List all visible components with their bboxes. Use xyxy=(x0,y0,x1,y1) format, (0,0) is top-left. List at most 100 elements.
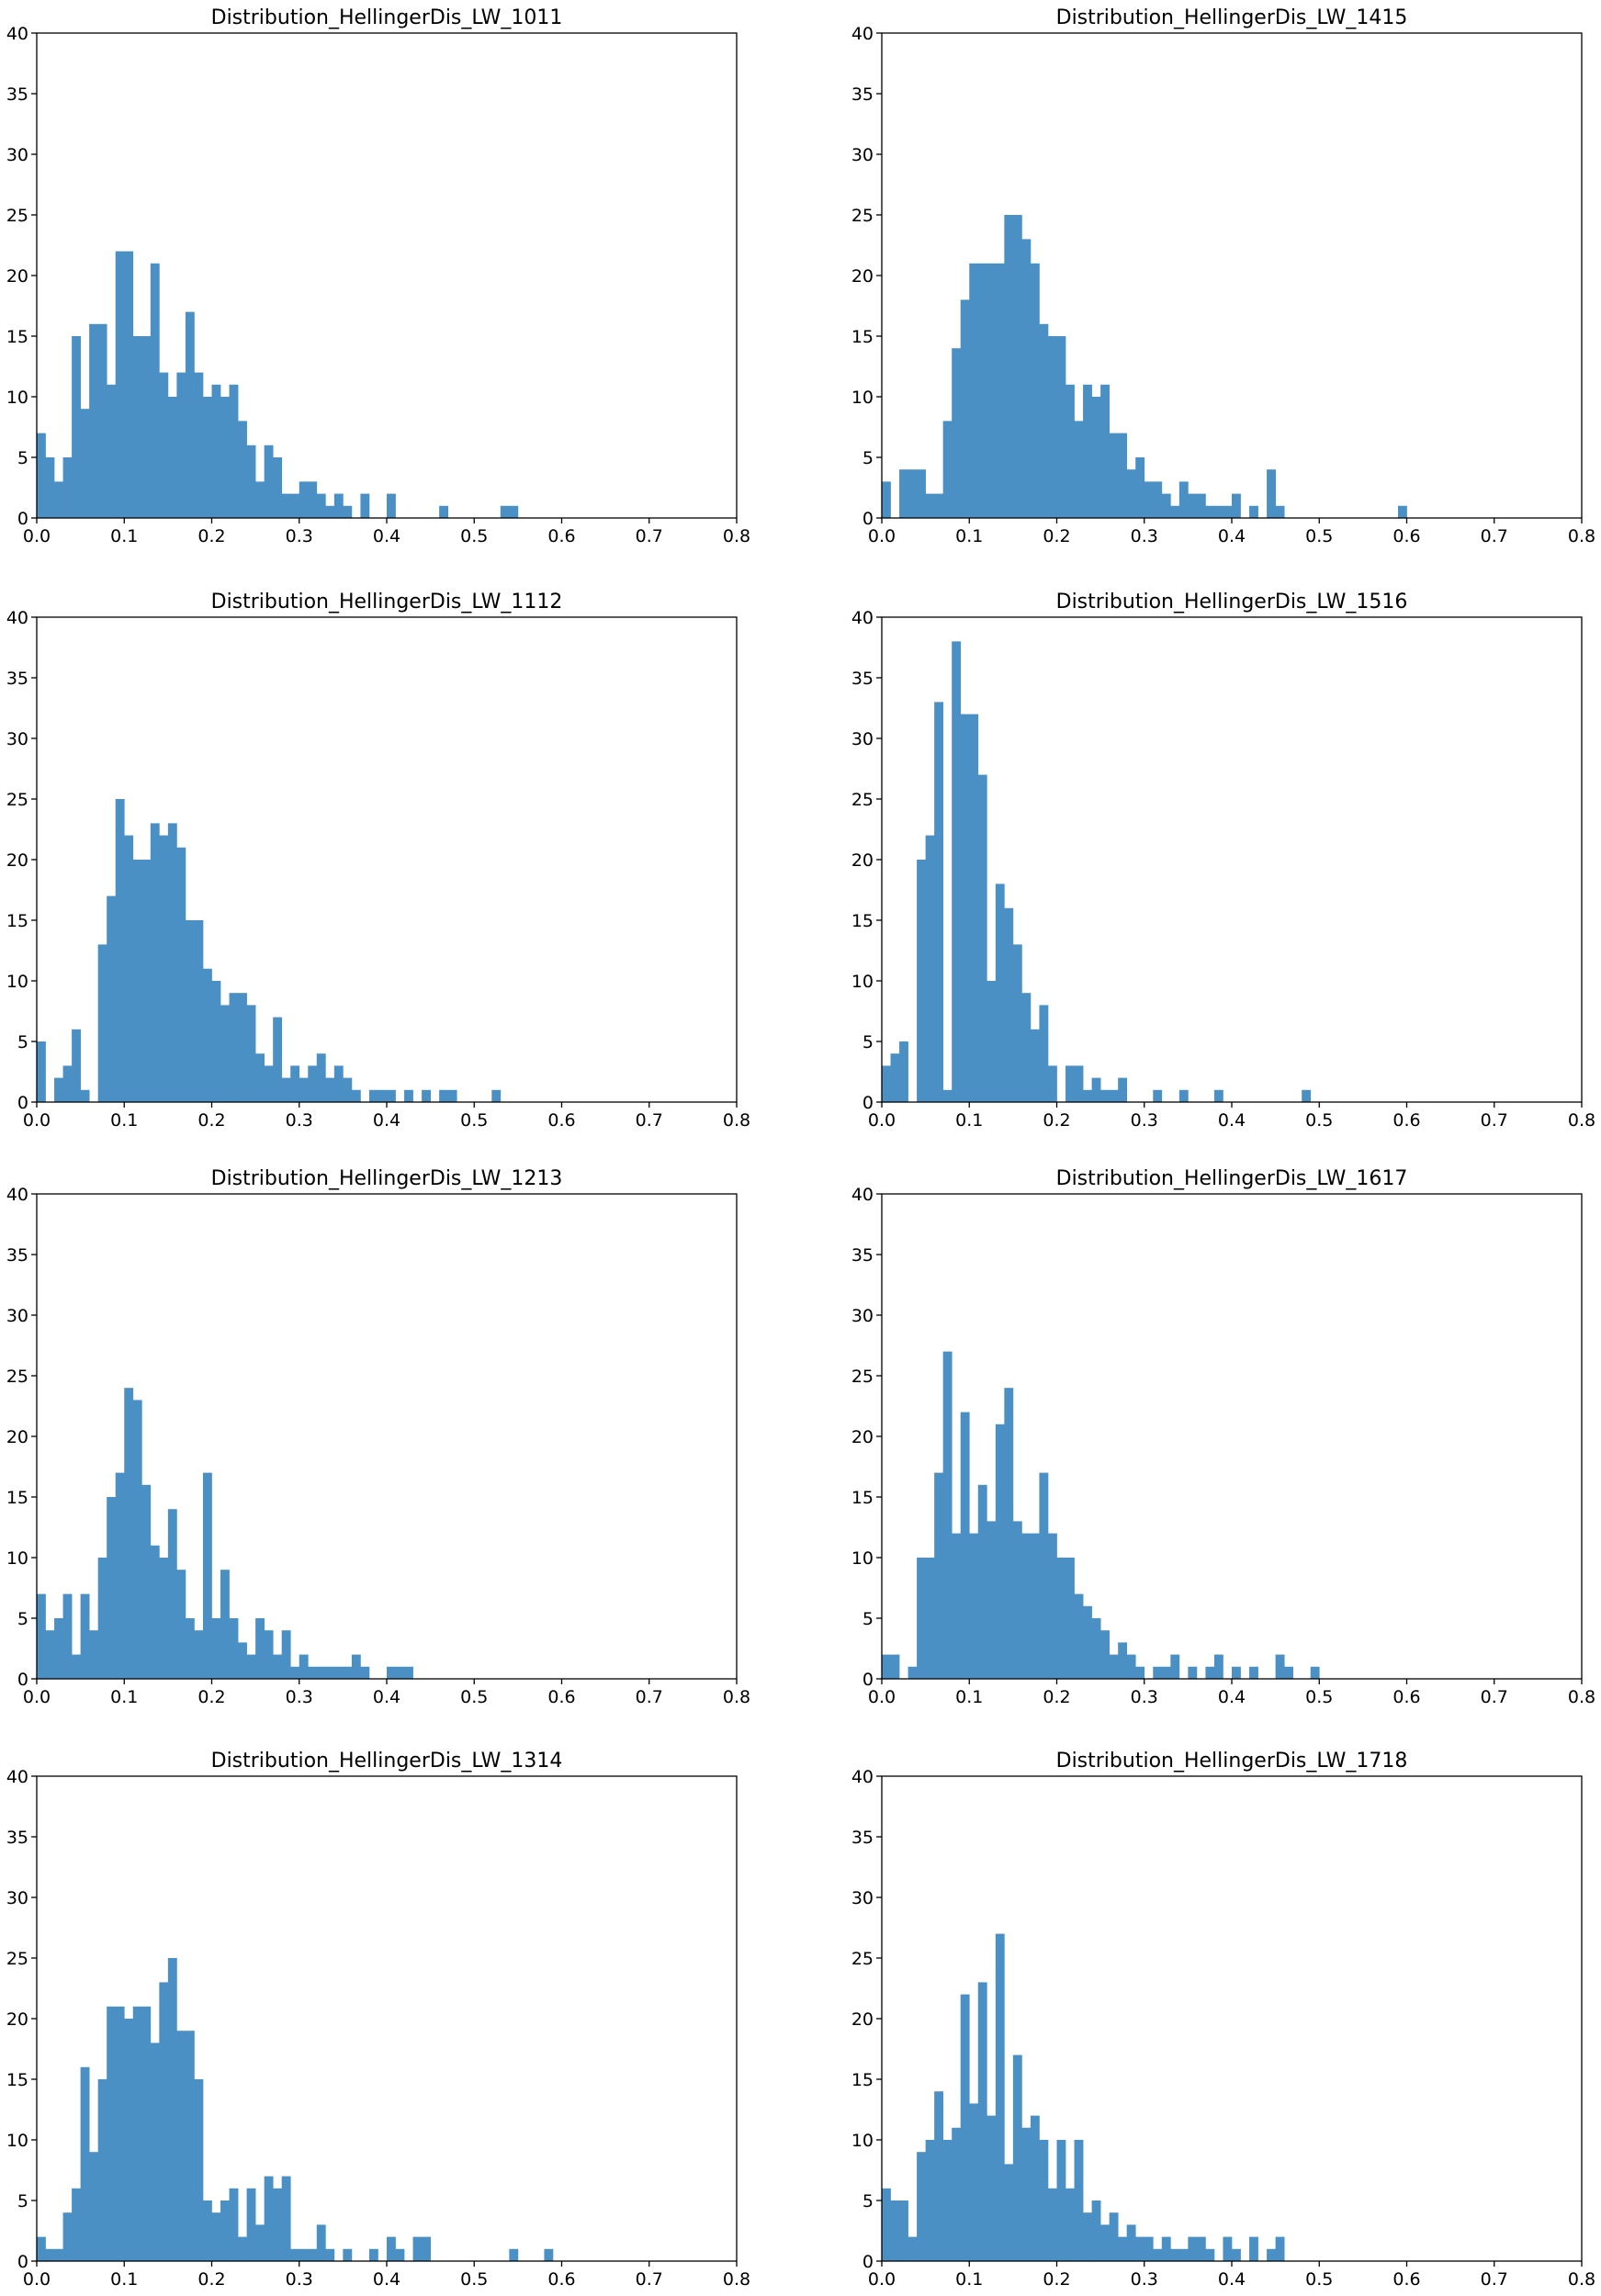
histogram-bar xyxy=(45,2248,55,2261)
y-tick-label: 30 xyxy=(851,145,874,165)
histogram-bar xyxy=(316,1053,326,1102)
histogram-bar xyxy=(132,336,142,518)
histogram-bar xyxy=(1047,336,1057,518)
histogram-bar xyxy=(1091,2200,1101,2261)
histogram-bar xyxy=(159,1982,169,2261)
histogram-bar xyxy=(54,1618,63,1679)
y-tick-label: 5 xyxy=(863,1032,874,1052)
y-tick-label: 15 xyxy=(851,911,874,931)
x-tick-label: 0.8 xyxy=(723,2269,750,2290)
chart-title: Distribution_HellingerDis_LW_1314 xyxy=(211,1750,563,1773)
chart-title: Distribution_HellingerDis_LW_1516 xyxy=(1056,591,1408,613)
histogram-bar xyxy=(977,1484,987,1679)
histogram-bar xyxy=(917,860,926,1102)
histogram-bar xyxy=(141,860,152,1102)
histogram-bar xyxy=(1205,1666,1215,1679)
histogram-bar xyxy=(299,1654,309,1679)
histogram-bar xyxy=(1135,2236,1145,2261)
x-tick-label: 0.6 xyxy=(1392,526,1420,546)
histogram-bar xyxy=(333,1065,344,1102)
histogram-panel: Distribution_HellingerDis_LW_1314 0.0 0.1 0… xyxy=(6,1750,750,2290)
histogram-bar xyxy=(89,2152,99,2261)
x-tick-label: 0.4 xyxy=(373,2269,400,2290)
histogram-bar xyxy=(238,421,247,518)
histogram-bar xyxy=(264,2176,274,2261)
histogram-bar xyxy=(281,1077,291,1102)
histogram-bar xyxy=(995,1424,1005,1679)
histogram-bar xyxy=(1275,1654,1285,1679)
histogram-bar xyxy=(202,2200,212,2261)
y-tick-label: 25 xyxy=(6,206,28,226)
histogram-bar xyxy=(281,2176,291,2261)
y-tick-label: 40 xyxy=(851,608,874,628)
histogram-bar xyxy=(509,505,519,518)
x-tick-label: 0.7 xyxy=(1481,2269,1508,2290)
histogram-bar xyxy=(343,505,353,518)
histogram-bar xyxy=(159,1558,169,1679)
x-tick-label: 0.2 xyxy=(1043,2269,1070,2290)
histogram-bar xyxy=(1153,2248,1163,2261)
histogram-bar xyxy=(80,2066,90,2261)
x-tick-label: 0.2 xyxy=(1043,526,1070,546)
y-tick-label: 25 xyxy=(851,206,874,226)
histogram-bar xyxy=(115,2006,125,2261)
histogram-bar xyxy=(150,2043,160,2261)
histogram-bar xyxy=(1030,1533,1040,1679)
histogram-bar xyxy=(343,2248,353,2261)
y-tick-label: 40 xyxy=(851,24,874,44)
x-tick-label: 0.5 xyxy=(1305,1110,1333,1131)
histogram-bar xyxy=(176,372,186,518)
histogram-bar xyxy=(925,1558,935,1679)
histogram-bar xyxy=(1118,433,1128,518)
histogram-bar xyxy=(509,2248,519,2261)
histogram-bar xyxy=(159,372,169,518)
histogram-bar xyxy=(107,384,117,518)
x-tick-label: 0.5 xyxy=(460,1687,488,1707)
histogram-bar xyxy=(62,457,73,518)
histogram-bar xyxy=(1161,2236,1171,2261)
histogram-bar xyxy=(1012,1521,1022,1679)
y-tick-label: 30 xyxy=(6,729,28,749)
y-tick-label: 30 xyxy=(6,145,28,165)
histogram-bar xyxy=(1205,505,1215,518)
histogram-bar xyxy=(1030,263,1040,518)
histogram-bar xyxy=(960,1994,970,2261)
histogram-bar xyxy=(917,469,926,518)
histogram-bar xyxy=(72,2188,81,2261)
histogram-bar xyxy=(1170,1654,1180,1679)
histogram-bar xyxy=(343,1666,353,1679)
histogram-bar xyxy=(1004,2164,1014,2261)
x-tick-label: 0.1 xyxy=(955,2269,983,2290)
histogram-bar xyxy=(917,1558,926,1679)
histogram-bar xyxy=(333,493,344,518)
histogram-bar xyxy=(72,336,81,518)
histogram-bar xyxy=(952,641,962,1102)
y-tick-label: 0 xyxy=(863,1093,874,1113)
histogram-bar xyxy=(969,263,979,518)
x-tick-label: 0.1 xyxy=(955,1110,983,1131)
histogram-bar xyxy=(942,1351,953,1679)
x-tick-label: 0.5 xyxy=(1305,2269,1333,2290)
histogram-bar xyxy=(54,1077,63,1102)
y-tick-label: 15 xyxy=(851,2070,874,2090)
histogram-bar xyxy=(62,2212,73,2261)
histogram-bar xyxy=(952,348,962,518)
histogram-bar xyxy=(273,1017,283,1102)
histogram-bar xyxy=(1021,239,1032,518)
x-tick-label: 0.4 xyxy=(1218,1687,1246,1707)
histogram-bar xyxy=(995,1933,1005,2261)
x-tick-label: 0.8 xyxy=(1568,526,1595,546)
histogram-bar xyxy=(1056,2140,1066,2261)
histogram-bar xyxy=(316,2224,326,2261)
histogram-bar xyxy=(273,2188,283,2261)
histogram-bar xyxy=(1004,215,1014,518)
histogram-bar xyxy=(942,1089,953,1102)
histogram-bar xyxy=(273,1654,283,1679)
y-tick-label: 30 xyxy=(6,1888,28,1908)
histogram-bar xyxy=(890,2200,900,2261)
x-tick-label: 0.8 xyxy=(723,1110,750,1131)
histogram-bar xyxy=(995,263,1005,518)
histogram-bar xyxy=(229,993,239,1102)
histogram-bar xyxy=(422,1089,431,1102)
